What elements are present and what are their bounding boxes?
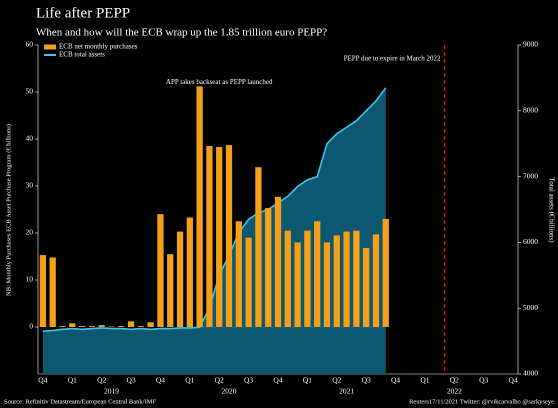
bar bbox=[353, 230, 360, 327]
x-group-label: 2020 bbox=[222, 387, 237, 396]
y2-tick-label: 4000 bbox=[523, 369, 538, 378]
bar bbox=[69, 323, 76, 327]
x-tick-label: Q3 bbox=[479, 376, 488, 385]
bar bbox=[78, 326, 86, 327]
bar bbox=[284, 230, 291, 327]
x-tick-label: Q4 bbox=[391, 376, 400, 385]
bar bbox=[304, 230, 311, 327]
y2-tick-label: 7000 bbox=[523, 171, 538, 180]
bar bbox=[382, 218, 389, 327]
legend-label: ECB net monthly purchases bbox=[59, 43, 138, 51]
bar bbox=[118, 326, 125, 327]
bar bbox=[372, 234, 380, 327]
bar bbox=[274, 196, 282, 327]
legend-swatch bbox=[44, 44, 56, 50]
y2-tick-label: 5000 bbox=[523, 303, 538, 312]
bar bbox=[363, 248, 370, 327]
y2-tick-label: 6000 bbox=[523, 237, 538, 246]
line bbox=[42, 87, 387, 332]
x-tick-label: Q1 bbox=[303, 376, 312, 385]
y-tick-label: 10 bbox=[26, 275, 34, 284]
x-group-label: 2022 bbox=[447, 387, 462, 396]
x-group-label: 2021 bbox=[339, 387, 354, 396]
bar bbox=[39, 255, 47, 327]
bar bbox=[235, 221, 242, 327]
x-tick-label: Q2 bbox=[450, 376, 459, 385]
bar bbox=[225, 145, 233, 327]
bar bbox=[314, 221, 321, 327]
y-tick-label: 0 bbox=[29, 322, 33, 331]
bar bbox=[186, 217, 193, 327]
x-tick-label: Q1 bbox=[68, 376, 77, 385]
y2-axis-label: Total assets (€ billions) bbox=[547, 177, 555, 243]
y-tick-label: 40 bbox=[26, 134, 34, 143]
legend-label: ECB total assets bbox=[59, 51, 105, 59]
bar bbox=[108, 326, 115, 328]
x-tick-label: Q4 bbox=[273, 376, 282, 385]
credit: Reuters17/11/2021 Twitter: @rvikcarvalho… bbox=[409, 398, 554, 405]
x-tick-label: Q2 bbox=[97, 376, 106, 385]
chart-subtitle: When and how will the ECB wrap up the 1.… bbox=[36, 27, 327, 39]
x-tick-label: Q4 bbox=[38, 376, 47, 385]
bar bbox=[323, 242, 331, 327]
bar bbox=[59, 326, 66, 327]
chart-title: Life after PEPP bbox=[36, 5, 130, 21]
x-tick-label: Q1 bbox=[420, 376, 429, 385]
x-tick-label: Q2 bbox=[332, 376, 341, 385]
x-tick-label: Q1 bbox=[185, 376, 194, 385]
x-tick-label: Q2 bbox=[215, 376, 224, 385]
x-tick-label: Q4 bbox=[156, 376, 165, 385]
bar bbox=[255, 167, 262, 327]
x-tick-label: Q3 bbox=[126, 376, 135, 385]
y-tick-label: 50 bbox=[26, 87, 34, 96]
bar bbox=[343, 231, 350, 327]
bar bbox=[88, 326, 96, 327]
y2-tick-label: 8000 bbox=[523, 106, 538, 115]
y-tick-label: 60 bbox=[26, 40, 34, 49]
bar bbox=[294, 242, 301, 327]
x-tick-label: Q4 bbox=[509, 376, 518, 385]
bar bbox=[206, 146, 213, 327]
bar bbox=[333, 235, 340, 327]
bar bbox=[49, 257, 56, 327]
bar bbox=[127, 321, 135, 327]
x-tick-label: Q3 bbox=[244, 376, 253, 385]
bar bbox=[147, 322, 154, 327]
y-tick-label: 20 bbox=[26, 228, 34, 237]
bar bbox=[167, 254, 174, 327]
y-tick-label: 30 bbox=[26, 181, 34, 190]
y2-tick-label: 9000 bbox=[523, 40, 538, 49]
bar bbox=[137, 326, 144, 327]
annotation: APP takes backseat as PEPP launched bbox=[166, 78, 273, 86]
bar bbox=[265, 208, 272, 327]
bar bbox=[98, 325, 105, 327]
bar bbox=[245, 237, 252, 327]
bar bbox=[196, 86, 203, 327]
source: Source: Refinitiv Datastream/European Ce… bbox=[4, 398, 156, 405]
x-tick-label: Q3 bbox=[362, 376, 371, 385]
annotation: PEPP due to expire in March 2022 bbox=[344, 55, 441, 63]
y-axis-label: NB: Monthly Purchases ECB Asset Purchase… bbox=[5, 124, 12, 296]
bar bbox=[157, 214, 164, 327]
bar bbox=[176, 231, 184, 327]
x-group-label: 2019 bbox=[104, 387, 119, 396]
bar bbox=[216, 146, 223, 327]
